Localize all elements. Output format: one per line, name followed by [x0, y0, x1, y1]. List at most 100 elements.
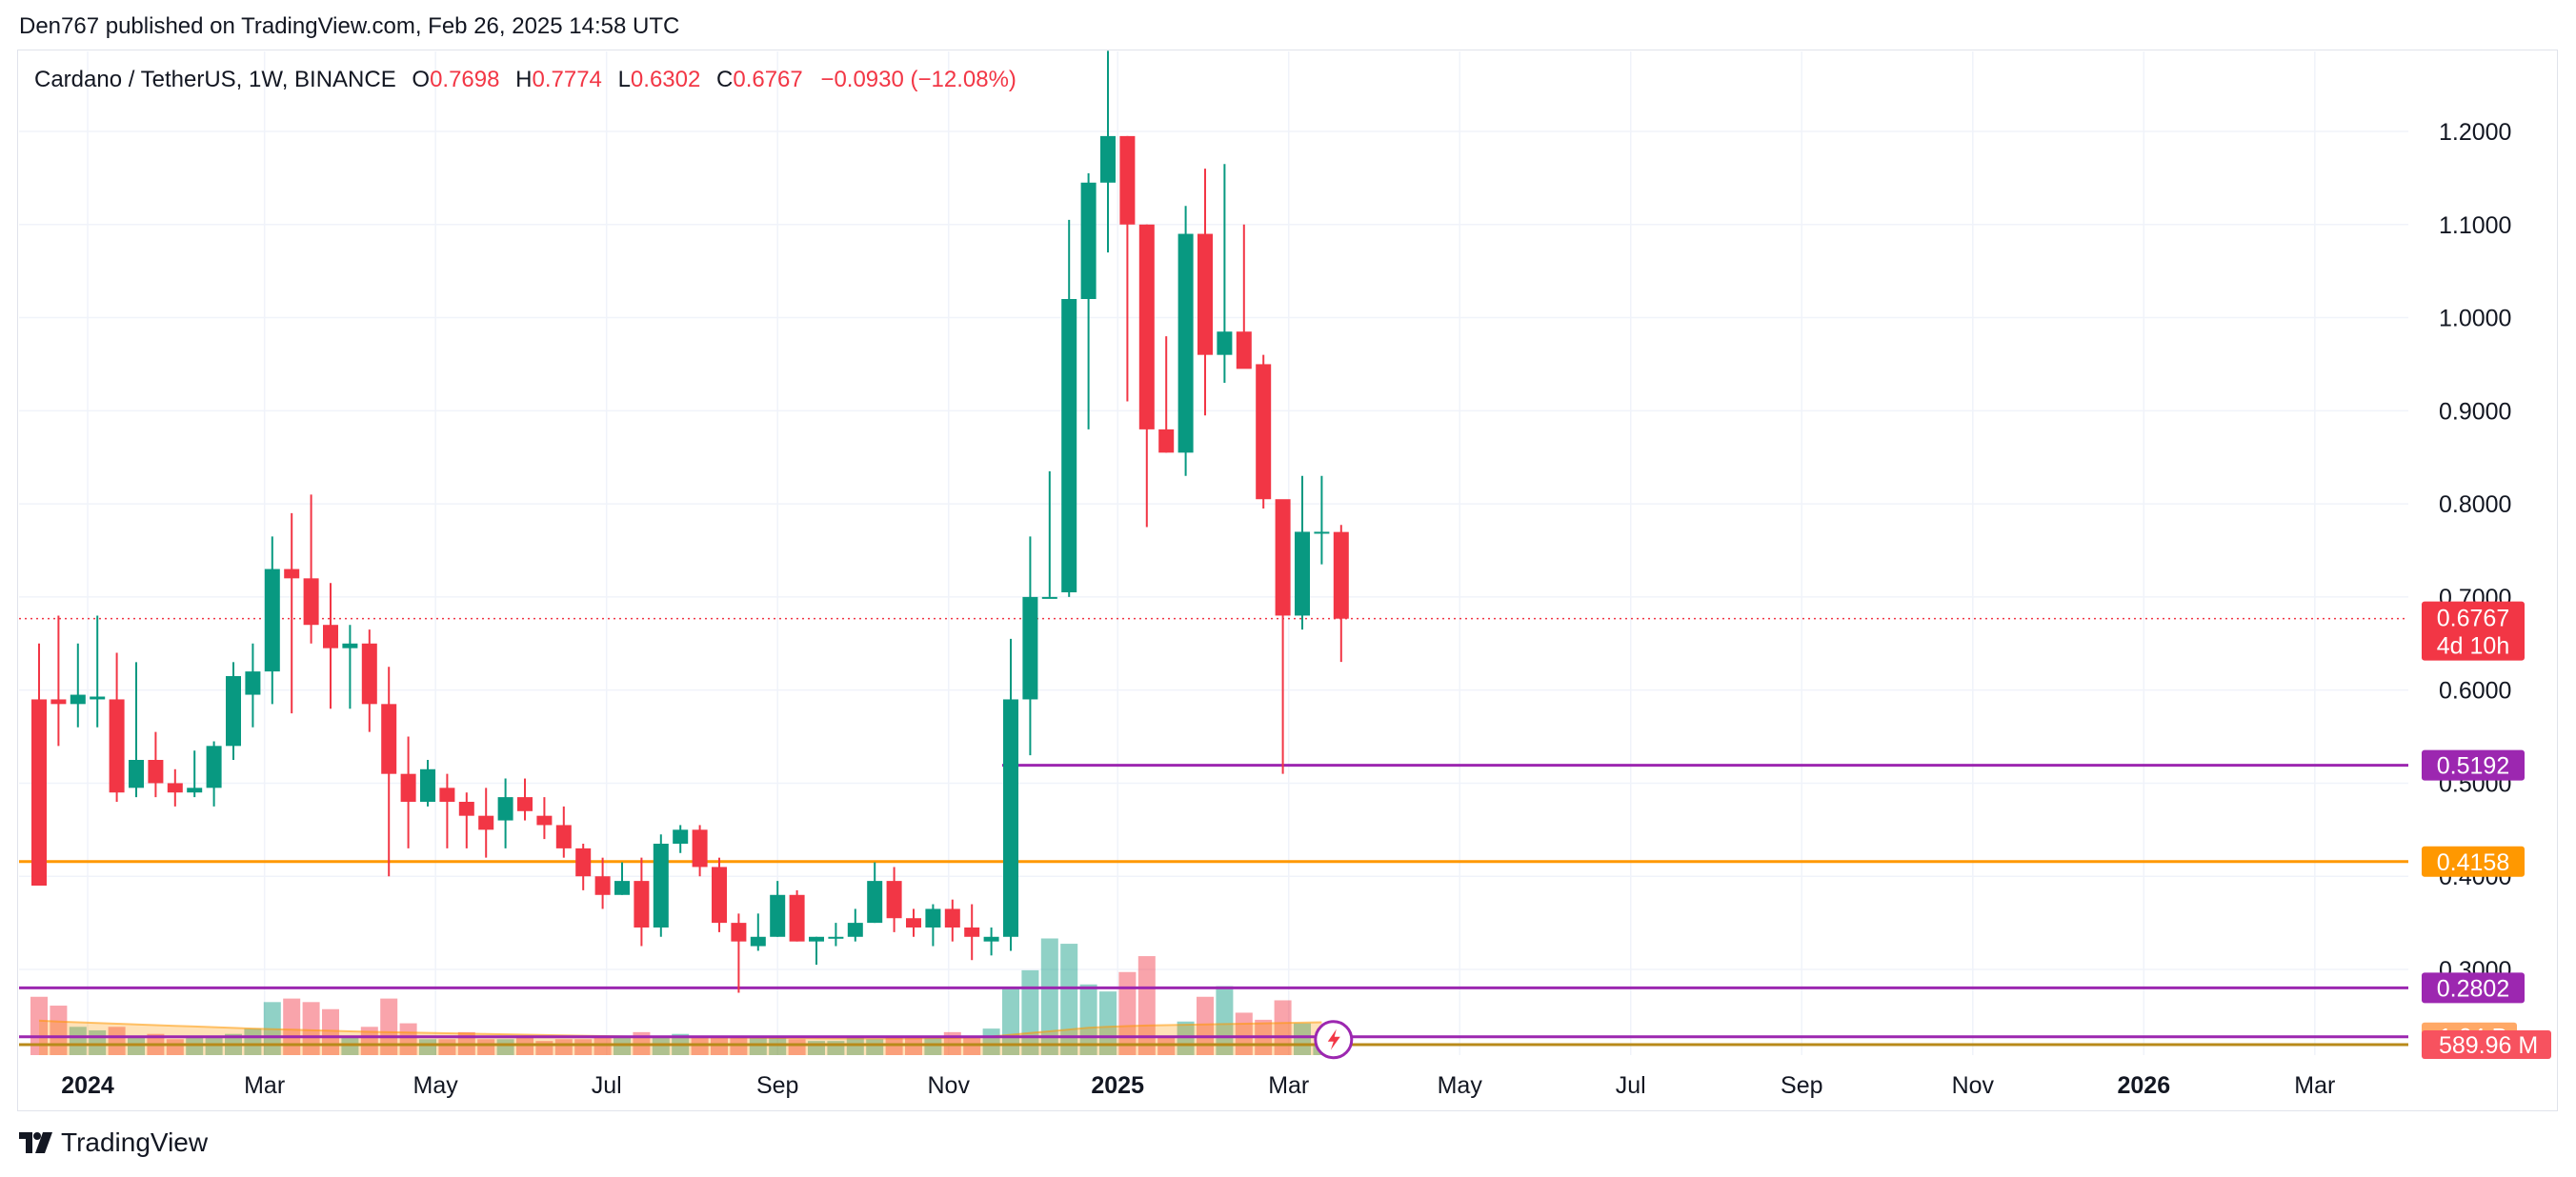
candle[interactable] [1061, 219, 1077, 597]
candle[interactable] [264, 536, 280, 705]
candle-body [1256, 364, 1272, 500]
volume-bar [438, 1039, 456, 1055]
candle[interactable] [129, 662, 144, 798]
candle[interactable] [828, 923, 844, 947]
candle[interactable] [167, 768, 183, 807]
volume-bar [1177, 1021, 1195, 1055]
price-line-label: 0.4158 [2437, 849, 2509, 876]
candle[interactable] [906, 908, 921, 937]
candle[interactable] [31, 643, 47, 886]
volume-bar [30, 996, 48, 1055]
candle[interactable] [109, 652, 125, 802]
candle[interactable] [1022, 536, 1038, 756]
x-tick-label: Mar [244, 1072, 285, 1099]
candle[interactable] [867, 862, 883, 924]
candle[interactable] [731, 913, 747, 993]
candle[interactable] [653, 834, 669, 937]
volume-bar [788, 1039, 806, 1055]
candle-body [323, 625, 338, 648]
candle[interactable] [400, 736, 416, 848]
volume-bar [846, 1037, 864, 1055]
candle[interactable] [497, 778, 513, 848]
candle[interactable] [458, 792, 474, 848]
volume-bar [244, 1028, 262, 1055]
candle-body [925, 908, 941, 928]
candle-body [1100, 135, 1116, 183]
candle-body [303, 578, 319, 626]
candle-body [50, 699, 67, 705]
candle[interactable] [555, 806, 572, 858]
candle[interactable] [1333, 525, 1349, 663]
candle[interactable] [809, 936, 824, 966]
candle[interactable] [634, 857, 650, 947]
candle-body [731, 923, 747, 942]
candle[interactable] [478, 788, 494, 858]
candle[interactable] [1041, 470, 1057, 599]
candle[interactable] [925, 904, 941, 947]
candle[interactable] [770, 881, 786, 937]
candle[interactable] [886, 867, 902, 932]
candle[interactable] [692, 825, 708, 877]
candle[interactable] [342, 625, 358, 709]
candle[interactable] [1158, 336, 1175, 453]
candle[interactable] [381, 667, 397, 877]
candle[interactable] [944, 899, 960, 942]
candle-body [1158, 429, 1175, 453]
candle[interactable] [1177, 206, 1194, 476]
candle[interactable] [187, 750, 203, 798]
y-tick-label: 0.6000 [2439, 678, 2511, 705]
candle[interactable] [284, 512, 300, 714]
candle-body [575, 848, 592, 877]
candle[interactable] [1138, 224, 1155, 528]
candle[interactable] [614, 862, 630, 895]
candle[interactable] [1003, 638, 1018, 951]
tradingview-brand[interactable]: TradingView [19, 1127, 208, 1158]
candle[interactable] [1295, 475, 1310, 630]
symbol-name[interactable]: Cardano / TetherUS, 1W, BINANCE [34, 67, 396, 92]
candle[interactable] [1314, 475, 1330, 565]
candle[interactable] [206, 741, 222, 807]
candle[interactable] [673, 825, 689, 853]
candle[interactable] [303, 494, 319, 644]
candle[interactable] [439, 773, 455, 848]
candle[interactable] [750, 913, 766, 951]
candle[interactable] [1236, 224, 1252, 369]
lightning-bolt-icon[interactable] [1314, 1020, 1354, 1060]
candle[interactable] [789, 889, 805, 942]
candle-body [614, 881, 630, 895]
candle[interactable] [1080, 173, 1097, 429]
candle[interactable] [1217, 164, 1233, 383]
candle[interactable] [148, 731, 164, 798]
candle[interactable] [517, 778, 533, 821]
candle[interactable] [90, 615, 106, 728]
volume-bar [866, 1039, 884, 1055]
candle-body [497, 797, 513, 821]
candle[interactable] [1197, 169, 1213, 416]
candle[interactable] [226, 662, 241, 760]
candle[interactable] [847, 908, 863, 942]
candle[interactable] [594, 857, 611, 909]
candle-body [1119, 135, 1136, 225]
candle[interactable] [70, 643, 86, 728]
candle-body [1022, 596, 1038, 700]
candle-body [886, 881, 902, 919]
candle[interactable] [575, 844, 592, 890]
candle[interactable] [1275, 499, 1291, 774]
candle[interactable] [323, 583, 338, 709]
candles [31, 50, 1349, 993]
volume-bar [302, 1002, 320, 1055]
candle[interactable] [964, 904, 980, 961]
candle[interactable] [1256, 354, 1272, 509]
volume-bar [554, 1039, 573, 1055]
candle[interactable] [1100, 50, 1116, 253]
candle-body [478, 815, 494, 830]
candle[interactable] [245, 643, 261, 728]
candle[interactable] [1119, 135, 1136, 402]
candle[interactable] [361, 629, 377, 732]
candle[interactable] [50, 615, 67, 747]
candle[interactable] [983, 928, 999, 956]
candle[interactable] [536, 797, 553, 840]
candle[interactable] [712, 857, 727, 932]
candle[interactable] [420, 760, 435, 807]
price-chart[interactable]: 1.20001.10001.00000.90000.80000.70000.60… [0, 0, 2576, 1124]
